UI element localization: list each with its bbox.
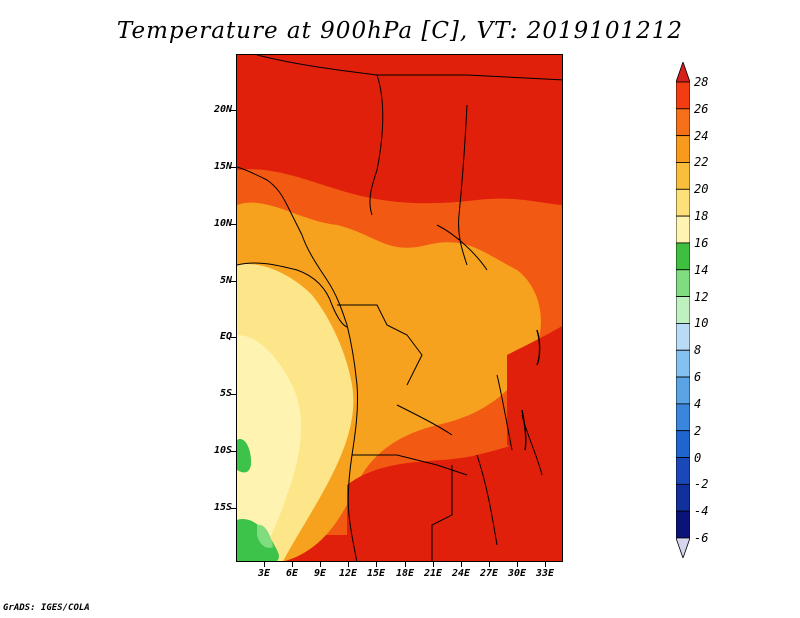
colorbar-segment xyxy=(676,349,690,378)
map-canvas xyxy=(237,55,562,561)
colorbar-label: 24 xyxy=(694,128,709,143)
lat-label-5n: 5N xyxy=(219,275,232,286)
lat-tick-15n xyxy=(231,167,236,168)
colorbar-label: -2 xyxy=(694,477,709,492)
lon-label-30e: 30E xyxy=(507,568,527,579)
colorbar-segment xyxy=(676,215,690,244)
light-green-patch xyxy=(257,524,273,548)
lon-tick-15e xyxy=(376,562,377,567)
lon-tick-3e xyxy=(264,562,265,567)
colorbar-top-triangle xyxy=(676,62,690,83)
lat-tick-eq xyxy=(231,337,236,338)
temperature-map xyxy=(236,54,563,562)
chart-title: Temperature at 900hPa [C], VT: 201910121… xyxy=(116,18,684,44)
lakes xyxy=(521,329,541,451)
lat-label-eq: EQ xyxy=(219,331,232,342)
colorbar-label: -4 xyxy=(694,504,709,519)
lat-tick-20n xyxy=(231,110,236,111)
lat-label-15n: 15N xyxy=(213,161,232,172)
lat-label-5s: 5S xyxy=(219,388,232,399)
colorbar-label: 6 xyxy=(694,370,702,385)
colorbar-segment xyxy=(676,510,690,539)
colorbar-label: 12 xyxy=(694,289,709,304)
coastlines xyxy=(237,55,562,561)
lon-tick-12e xyxy=(348,562,349,567)
colorbar-label: 16 xyxy=(694,235,709,250)
colorbar-segment xyxy=(676,457,690,485)
pale-coast-zone xyxy=(237,335,301,561)
lon-tick-33e xyxy=(545,562,546,567)
colorbar-label: 18 xyxy=(694,209,709,224)
colorbar-label: 4 xyxy=(694,396,702,411)
colorbar-segment xyxy=(676,403,690,432)
lat-label-10s: 10S xyxy=(213,445,232,456)
lon-tick-18e xyxy=(405,562,406,567)
lon-label-24e: 24E xyxy=(451,568,471,579)
colorbar-segment xyxy=(676,269,690,297)
colorbar-segment xyxy=(676,108,690,137)
colorbar-label: 28 xyxy=(694,75,709,89)
colorbar-segment xyxy=(676,323,690,351)
lon-label-12e: 12E xyxy=(338,568,358,579)
colorbar-bottom-triangle xyxy=(676,537,690,558)
lon-tick-30e xyxy=(517,562,518,567)
lon-tick-6e xyxy=(292,562,293,567)
lon-tick-24e xyxy=(461,562,462,567)
lon-label-6e: 6E xyxy=(285,568,299,579)
lat-label-15s: 15S xyxy=(213,502,232,513)
hot-southeast xyxy=(347,426,562,561)
lon-label-18e: 18E xyxy=(395,568,415,579)
lat-tick-5n xyxy=(231,281,236,282)
lat-tick-10s xyxy=(231,451,236,452)
green-patch-south xyxy=(237,519,279,561)
colorbar-segment xyxy=(676,188,690,217)
lat-tick-5s xyxy=(231,394,236,395)
lon-label-21e: 21E xyxy=(423,568,443,579)
colorbar-label: 22 xyxy=(694,155,709,170)
colorbar-segment xyxy=(676,483,690,512)
colorbar-segment xyxy=(676,81,690,110)
colorbar-segments xyxy=(676,62,690,558)
colorbar-segment xyxy=(676,162,690,190)
colorbar-label: 8 xyxy=(694,343,702,358)
lon-tick-27e xyxy=(489,562,490,567)
colorbar-segment xyxy=(676,135,690,163)
colorbar-label: 10 xyxy=(694,316,709,331)
lon-tick-9e xyxy=(320,562,321,567)
colorbar-label: 20 xyxy=(694,182,709,197)
lat-tick-10n xyxy=(231,224,236,225)
colorbar-label: 0 xyxy=(694,450,702,465)
colorbar-segment xyxy=(676,296,690,324)
lon-label-33e: 33E xyxy=(535,568,555,579)
lon-tick-21e xyxy=(433,562,434,567)
colorbar-label: 2 xyxy=(694,423,702,438)
lat-label-20n: 20N xyxy=(213,104,232,115)
lon-label-3e: 3E xyxy=(257,568,271,579)
hot-east xyxy=(507,326,562,450)
lon-label-27e: 27E xyxy=(479,568,499,579)
colorbar-segment xyxy=(676,430,690,458)
lon-label-9e: 9E xyxy=(313,568,327,579)
colorbar xyxy=(676,62,690,558)
colorbar-label: 26 xyxy=(694,101,709,116)
colorbar-segment xyxy=(676,242,690,271)
colorbar-label: -6 xyxy=(694,531,709,545)
footer-credit: GrADS: IGES/COLA xyxy=(3,603,90,613)
lat-label-10n: 10N xyxy=(213,218,232,229)
colorbar-label: 14 xyxy=(694,262,709,277)
colorbar-segment xyxy=(676,376,690,405)
green-patch-north xyxy=(237,439,252,473)
lon-label-15e: 15E xyxy=(366,568,386,579)
lat-tick-15s xyxy=(231,508,236,509)
